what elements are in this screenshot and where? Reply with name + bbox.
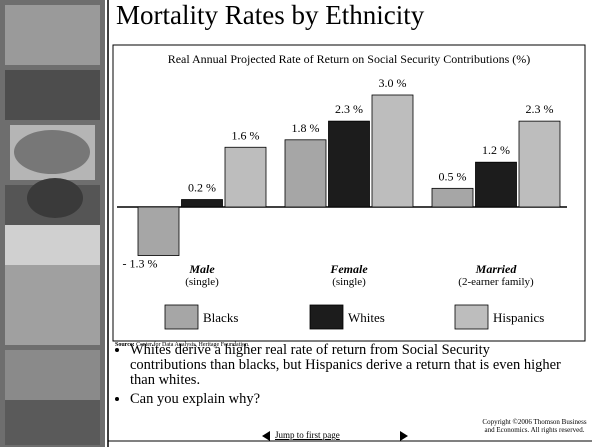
copyright: Copyright ©2006 Thomson Business and Eco… — [482, 418, 587, 434]
source-text: Center for Data Analysis, Heritage Found… — [136, 342, 250, 348]
bar — [181, 199, 223, 208]
category-sublabel: (single) — [332, 276, 366, 288]
category-label: Male — [188, 262, 215, 276]
value-label: 1.8 % — [292, 121, 320, 135]
legend-label: Whites — [348, 310, 385, 325]
bar — [328, 120, 370, 208]
category-sublabel: (2-earner family) — [458, 276, 534, 288]
bullet-list: Whites derive a higher real rate of retu… — [108, 343, 570, 411]
legend-swatch — [309, 304, 344, 330]
bar — [137, 206, 180, 256]
bar — [224, 146, 267, 208]
bar — [518, 120, 561, 208]
value-label: 2.3 % — [526, 102, 554, 116]
value-label: 3.0 % — [379, 76, 407, 90]
bar — [371, 94, 414, 208]
value-label: - 1.3 % — [123, 257, 158, 271]
chart-title: Real Annual Projected Rate of Return on … — [168, 52, 531, 66]
legend-swatch — [454, 304, 489, 330]
decor-strip — [0, 0, 105, 447]
category-label: Female — [329, 262, 368, 276]
value-label: 1.2 % — [482, 143, 510, 157]
slide-title: Mortality Rates by Ethnicity — [116, 0, 425, 30]
legend-swatch — [164, 304, 199, 330]
bullet: Whites derive a higher real rate of retu… — [130, 343, 570, 388]
next-arrow[interactable] — [400, 431, 408, 441]
source-label: Source: — [115, 342, 135, 348]
prev-arrow[interactable] — [262, 431, 270, 441]
category-sublabel: (single) — [185, 276, 219, 288]
value-label: 1.6 % — [232, 128, 260, 142]
legend-label: Blacks — [203, 310, 238, 325]
bullet: Can you explain why? — [130, 392, 570, 407]
value-label: 2.3 % — [335, 102, 363, 116]
bar — [431, 187, 474, 208]
source: Source: Center for Data Analysis, Herita… — [115, 342, 250, 348]
value-label: 0.5 % — [439, 169, 467, 183]
legend-label: Hispanics — [493, 310, 544, 325]
category-label: Married — [475, 262, 518, 276]
nav-link[interactable]: Jump to first page — [275, 430, 340, 440]
bar — [475, 161, 517, 208]
bar — [284, 139, 327, 208]
value-label: 0.2 % — [188, 181, 216, 195]
